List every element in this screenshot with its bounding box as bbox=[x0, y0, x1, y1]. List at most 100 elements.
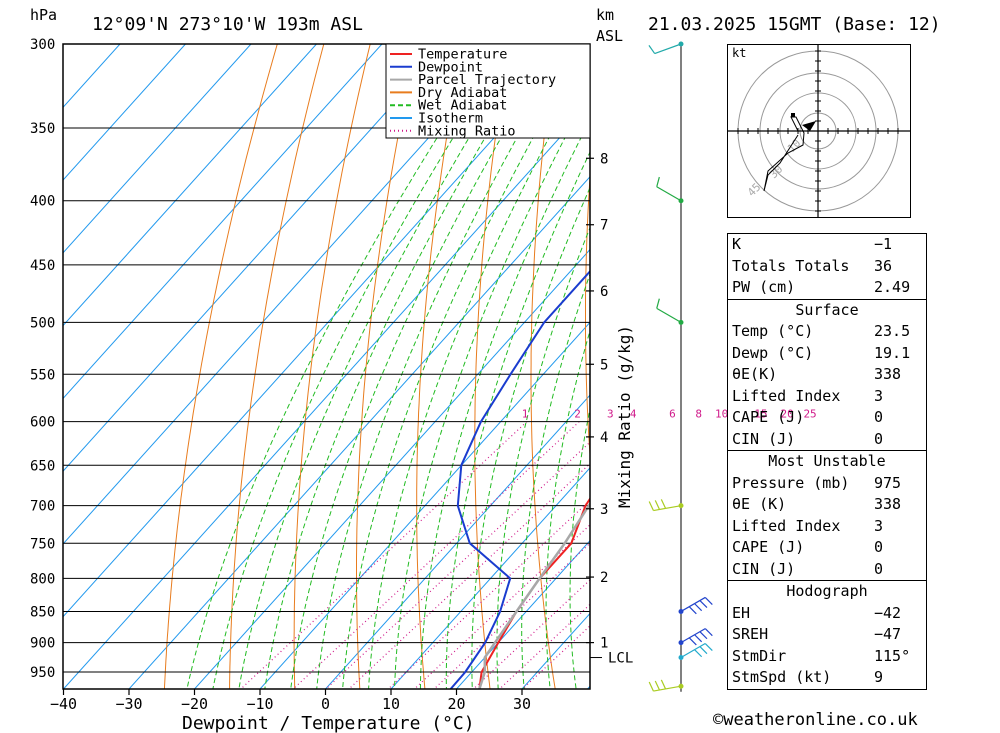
wind-barb bbox=[656, 176, 684, 204]
wet-adiabat-line bbox=[342, 44, 587, 689]
most-unstable-heading: Most Unstable bbox=[727, 450, 927, 473]
km-tick-label: 5 bbox=[600, 357, 608, 373]
wind-barb-flag bbox=[660, 499, 667, 509]
pressure-tick-label: 750 bbox=[30, 536, 55, 552]
km-tick-label: 7 bbox=[600, 218, 608, 234]
wind-barb bbox=[678, 596, 713, 615]
pressure-tick-label: 900 bbox=[30, 636, 55, 652]
mixing-ratio-label: 1 bbox=[522, 408, 529, 421]
indices-table: K −1 Totals Totals 36 PW (cm) 2.49 Surface … bbox=[727, 233, 927, 690]
hodograph-heading: Hodograph bbox=[727, 580, 927, 603]
wet-adiabat-line bbox=[238, 44, 528, 689]
legend-label: Temperature bbox=[418, 47, 507, 63]
wind-barb bbox=[678, 628, 713, 646]
most-unstable-row: Lifted Index 3 bbox=[732, 516, 884, 535]
mixing-ratio-line bbox=[239, 421, 528, 689]
wind-barb-flag bbox=[688, 637, 697, 646]
wind-barb-flag bbox=[704, 643, 713, 652]
index-row-totals: Totals Totals 36 bbox=[732, 256, 893, 275]
dry-adiabat-line bbox=[927, 44, 1000, 689]
surface-row: CIN (J) 0 bbox=[732, 429, 884, 448]
wind-barb-flag bbox=[699, 646, 708, 655]
wind-barb-flag bbox=[656, 298, 660, 309]
mixing-ratio-axis-title: Mixing Ratio (g/kg) bbox=[615, 325, 634, 508]
surface-row: CAPE (J) 0 bbox=[732, 408, 884, 426]
wet-adiabat-line bbox=[316, 44, 572, 689]
dry-adiabat-line bbox=[163, 44, 278, 689]
wind-barb-flag bbox=[688, 606, 697, 615]
dry-adiabat-line bbox=[638, 44, 685, 689]
y-axis: 300 350 400 450 500 550 600 650 700 750 800 850 900 9… bbox=[30, 37, 55, 681]
wet-adiabat-line bbox=[496, 226, 590, 689]
mixing-ratio-label: 3 bbox=[607, 408, 614, 421]
wind-barb-staff bbox=[680, 596, 706, 612]
mixing-ratio-label: 25 bbox=[803, 408, 816, 421]
wind-barb-staff bbox=[680, 643, 706, 659]
pressure-tick-label: 800 bbox=[30, 571, 55, 587]
wet-adiabat-line bbox=[290, 44, 557, 689]
x-tick-label: −20 bbox=[181, 695, 208, 713]
hodograph-row: StmDir 115° bbox=[732, 646, 911, 665]
isotherm-line bbox=[259, 321, 590, 689]
isotherm-line bbox=[455, 539, 590, 689]
pressure-tick-label: 650 bbox=[30, 458, 55, 474]
wind-barb bbox=[648, 41, 684, 55]
hodo-ring-label-45: 45 bbox=[745, 181, 764, 200]
km-tick-label: 4 bbox=[600, 430, 608, 446]
wind-barb-flag bbox=[694, 634, 703, 643]
legend-box bbox=[385, 43, 591, 139]
x-tick-label: 10 bbox=[382, 695, 400, 713]
background-lines bbox=[63, 44, 1000, 689]
index-row-pw: PW (cm) 2.49 bbox=[732, 278, 911, 296]
most-unstable-row: Pressure (mb) 975 bbox=[732, 473, 902, 492]
isotherm-line bbox=[63, 44, 514, 545]
legend-label: Wet Adiabat bbox=[418, 98, 507, 114]
legend-label: Parcel Trajectory bbox=[418, 72, 556, 88]
isotherm-line bbox=[63, 44, 186, 181]
most-unstable-row: θE (K) 338 bbox=[732, 495, 902, 513]
profile-parcel-trajectory bbox=[478, 501, 590, 689]
km-tick-label: 1 bbox=[600, 636, 608, 652]
asl-unit-label: ASL bbox=[596, 27, 623, 45]
x-tick-label: 20 bbox=[447, 695, 465, 713]
profile-dewpoint bbox=[449, 269, 590, 689]
wet-adiabat-line bbox=[545, 329, 590, 689]
pressure-tick-label: 600 bbox=[30, 415, 55, 431]
x-tick-label: 30 bbox=[513, 695, 531, 713]
isotherm-line bbox=[63, 44, 121, 109]
wind-barb-flag bbox=[699, 600, 708, 609]
legend-label: Mixing Ratio bbox=[418, 123, 516, 139]
isotherm-line bbox=[324, 394, 590, 689]
wind-barb bbox=[648, 499, 684, 512]
wet-adiabat-line bbox=[521, 272, 590, 689]
isotherm-line bbox=[128, 176, 590, 689]
wind-barb-staff bbox=[656, 307, 682, 323]
most-unstable-row: CIN (J) 0 bbox=[732, 559, 884, 578]
isotherm-line bbox=[63, 44, 252, 254]
surface-row: Temp (°C) 23.5 bbox=[732, 322, 911, 340]
x-tick-label: −40 bbox=[50, 695, 77, 713]
isotherm-line bbox=[63, 44, 579, 618]
hodograph-row: StmSpd (kt) 9 bbox=[732, 668, 884, 686]
mixing-ratio-label: 8 bbox=[695, 408, 702, 421]
wind-barb-staff bbox=[656, 186, 682, 202]
wind-barb bbox=[648, 679, 684, 692]
surface-row: Lifted Index 3 bbox=[732, 386, 884, 405]
wet-adiabat-line bbox=[569, 406, 590, 689]
dry-adiabat-line bbox=[474, 44, 510, 689]
hodograph-row: EH −42 bbox=[732, 603, 902, 622]
pressure-tick-label: 950 bbox=[30, 665, 55, 681]
hodo-ring-label-30: 30 bbox=[767, 163, 786, 182]
wind-barb-staff bbox=[653, 685, 682, 692]
mixing-ratio-line bbox=[325, 441, 590, 689]
copyright-footer[interactable]: ©weatheronline.co.uk bbox=[713, 710, 918, 730]
datetime-title: 21.03.2025 15GMT (Base: 12) bbox=[648, 14, 941, 35]
wind-barb-flag bbox=[654, 680, 661, 691]
isobar-lines bbox=[63, 43, 590, 673]
wind-barb-flag bbox=[648, 681, 654, 692]
wind-barb-flag bbox=[694, 649, 703, 658]
mixing-ratio-label: 2 bbox=[574, 408, 581, 421]
dry-adiabat-line bbox=[293, 44, 371, 689]
hodograph-panel: kt 10 30 45 bbox=[727, 44, 911, 218]
